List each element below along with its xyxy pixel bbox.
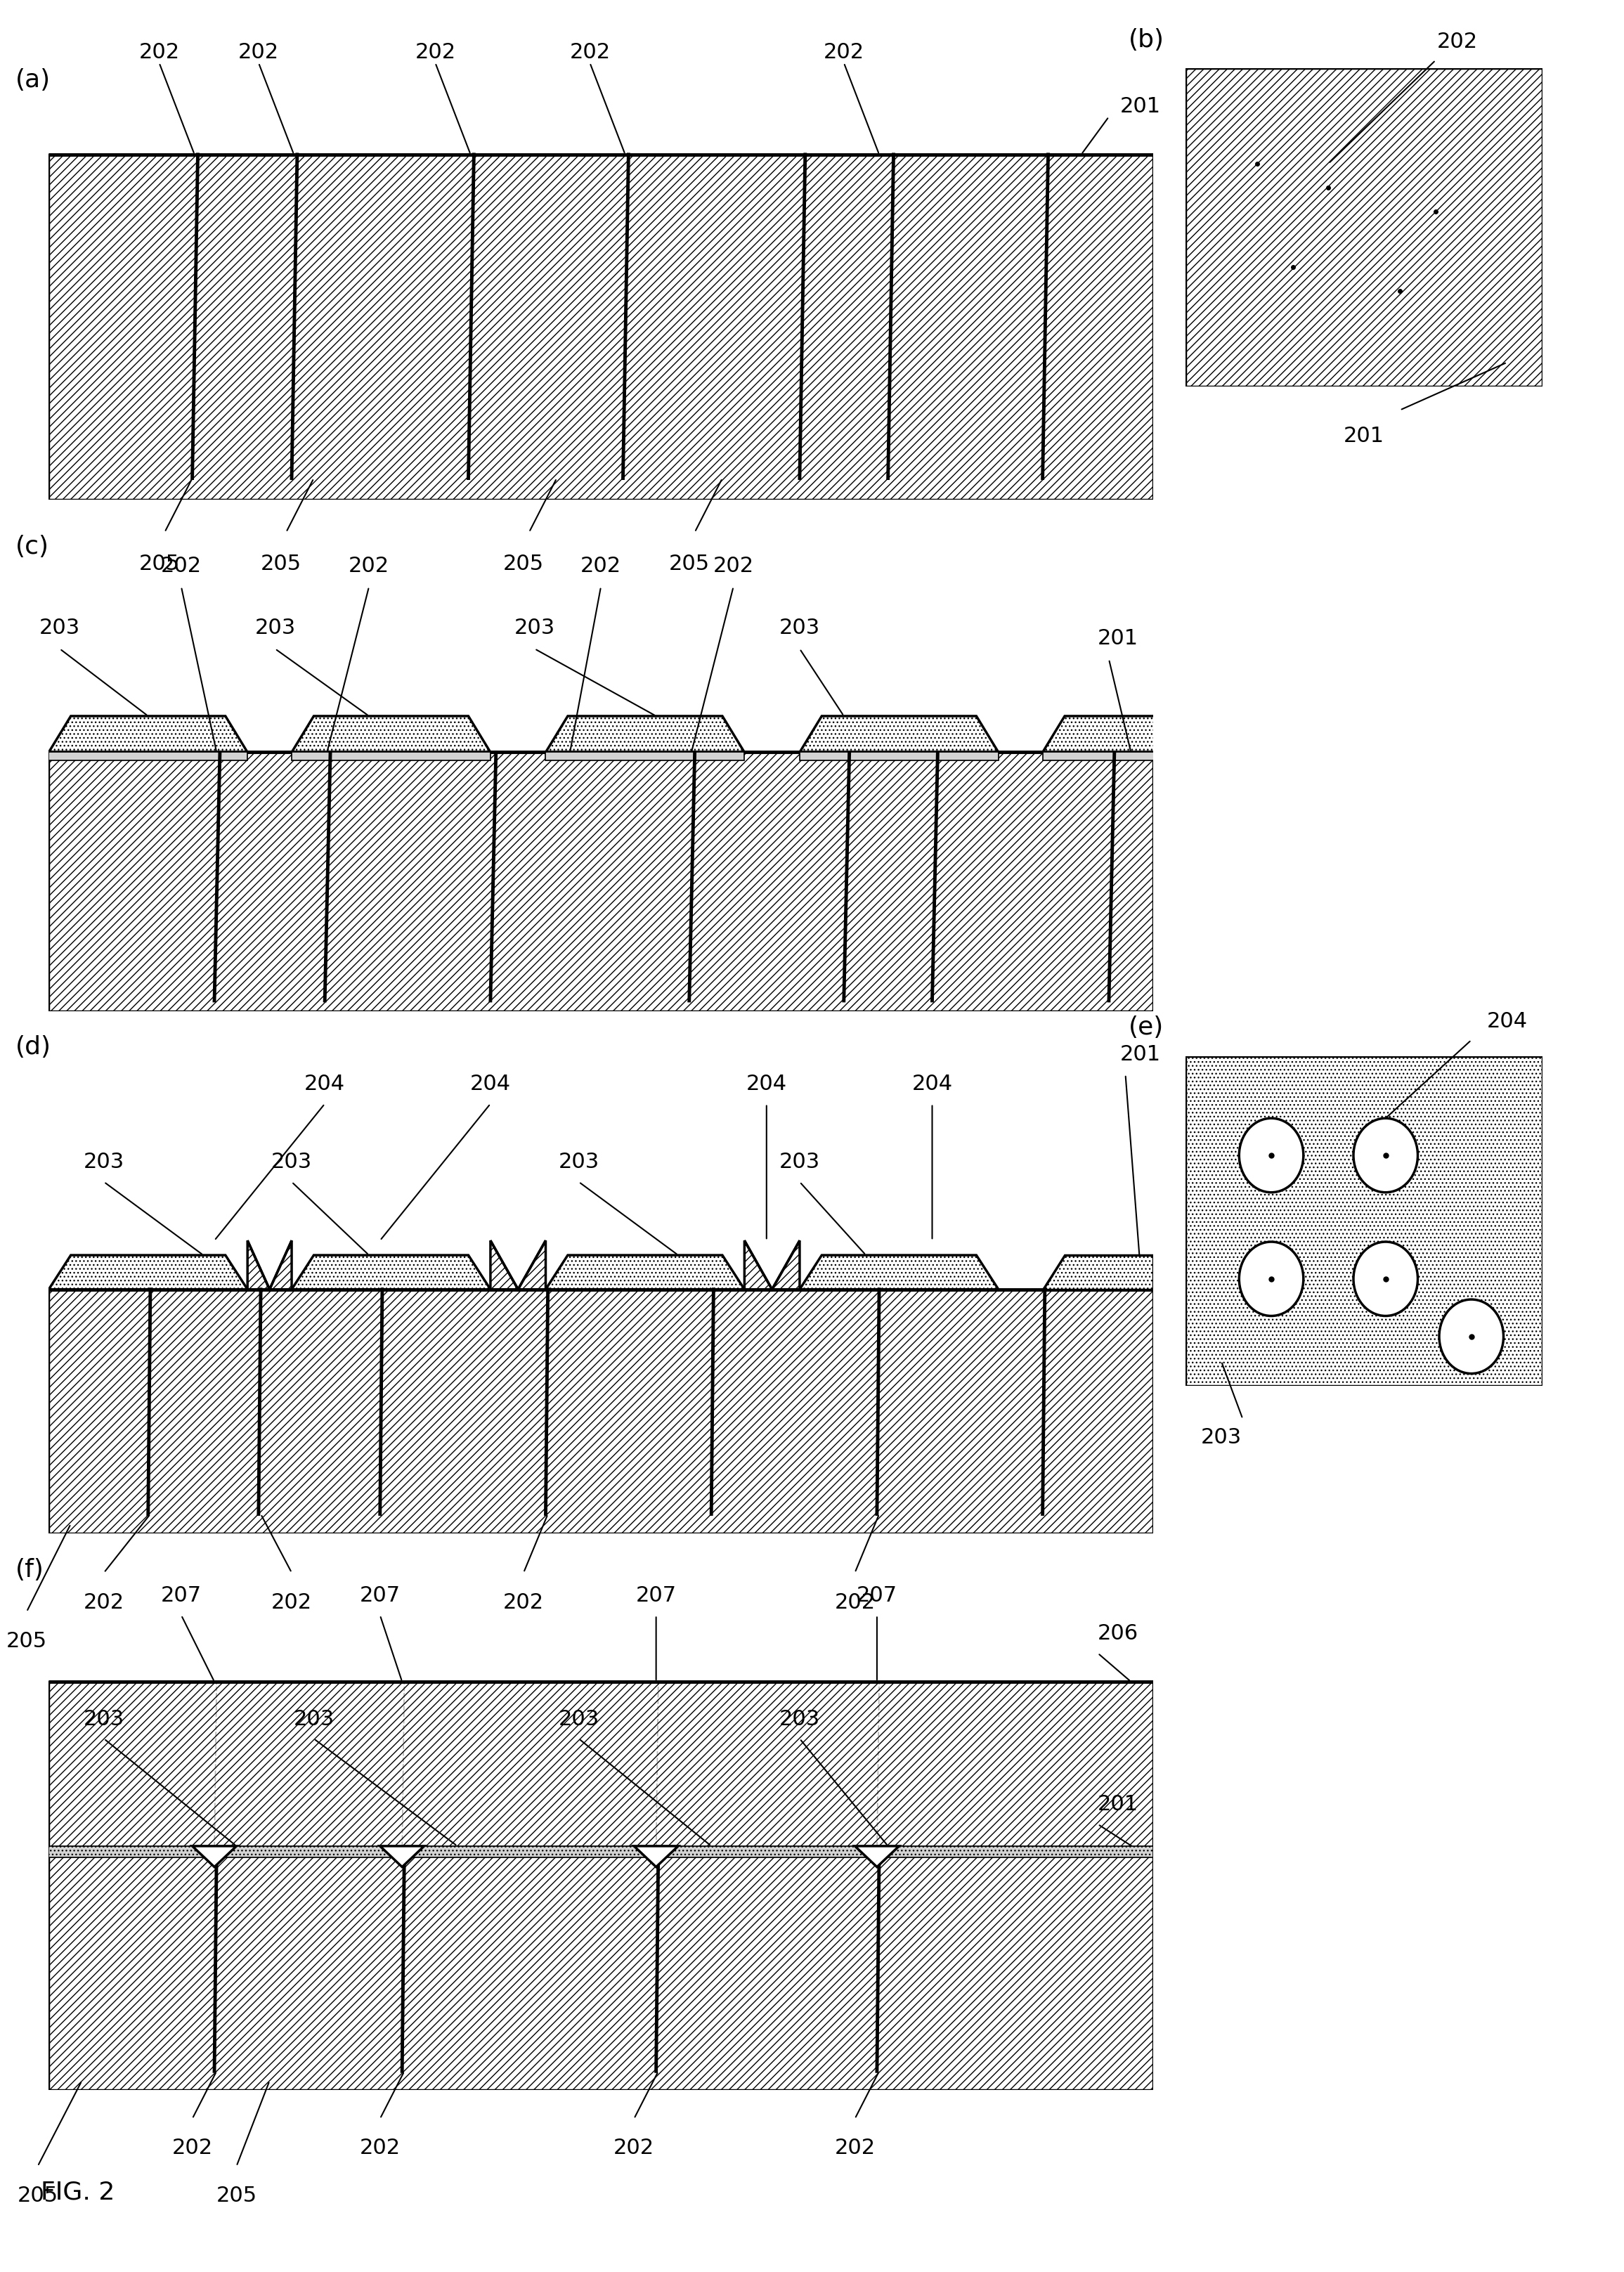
Text: 201: 201 (1098, 1795, 1138, 1815)
Polygon shape (247, 1241, 292, 1288)
Text: 203: 203 (515, 618, 555, 638)
Bar (49, 1852, 1153, 2090)
Text: 203: 203 (1200, 1427, 1242, 1447)
Text: 202: 202 (83, 1593, 125, 1613)
Text: 202: 202 (414, 43, 456, 64)
Text: 203: 203 (559, 1709, 599, 1729)
Text: 203: 203 (780, 1709, 820, 1729)
Text: 203: 203 (294, 1709, 335, 1729)
Polygon shape (799, 1254, 999, 1288)
Text: 202: 202 (161, 557, 201, 577)
Polygon shape (1043, 1254, 1153, 1288)
Text: 203: 203 (255, 618, 296, 638)
Text: 205: 205 (216, 2186, 257, 2206)
Text: 202: 202 (359, 2138, 401, 2158)
Text: 204: 204 (1486, 1011, 1528, 1031)
Text: 205: 205 (669, 554, 710, 575)
Polygon shape (192, 1847, 237, 1868)
Text: 207: 207 (856, 1586, 898, 1606)
Text: 204: 204 (304, 1075, 346, 1093)
Text: (b): (b) (1129, 30, 1164, 52)
Polygon shape (1043, 716, 1241, 752)
Polygon shape (292, 1254, 490, 1288)
Text: 201: 201 (1121, 1045, 1161, 1066)
Text: 201: 201 (1343, 427, 1385, 445)
Bar (49, 1847, 1153, 1858)
Polygon shape (380, 1847, 424, 1868)
Text: 202: 202 (1437, 32, 1478, 52)
Text: 202: 202 (823, 43, 864, 64)
Polygon shape (49, 716, 247, 752)
Text: 207: 207 (635, 1586, 677, 1606)
Bar (49, 1288, 1153, 1534)
Bar (49, 752, 1153, 1011)
Text: 202: 202 (239, 43, 279, 64)
Text: 203: 203 (271, 1152, 312, 1172)
Polygon shape (49, 1254, 247, 1288)
Text: 202: 202 (172, 2138, 213, 2158)
Circle shape (1239, 1243, 1304, 1315)
Text: (e): (e) (1129, 1016, 1164, 1038)
Polygon shape (799, 716, 999, 752)
Text: 203: 203 (39, 618, 80, 638)
Bar (546, 752, 744, 761)
Text: 202: 202 (138, 43, 180, 64)
Polygon shape (744, 1241, 799, 1288)
Text: 203: 203 (559, 1152, 599, 1172)
Text: 205: 205 (260, 554, 300, 575)
Circle shape (1439, 1300, 1504, 1375)
Bar (49, 154, 1153, 500)
Bar (49, 1681, 1153, 1852)
Text: 204: 204 (911, 1075, 953, 1093)
Text: 202: 202 (349, 557, 390, 577)
Circle shape (1353, 1243, 1418, 1315)
Text: 202: 202 (713, 557, 754, 577)
Text: 204: 204 (745, 1075, 788, 1093)
Polygon shape (490, 1241, 546, 1288)
Text: 202: 202 (503, 1593, 544, 1613)
Bar (292, 752, 490, 761)
Polygon shape (546, 1254, 744, 1288)
Text: 202: 202 (835, 2138, 875, 2158)
Text: 203: 203 (83, 1152, 125, 1172)
Bar (1043, 752, 1241, 761)
Polygon shape (546, 716, 744, 752)
Text: 202: 202 (271, 1593, 312, 1613)
Bar (49, 752, 247, 761)
Text: 205: 205 (6, 1631, 47, 1652)
Circle shape (1239, 1118, 1304, 1193)
Text: FIG. 2: FIG. 2 (41, 2181, 115, 2204)
Text: 207: 207 (359, 1586, 401, 1606)
Text: 204: 204 (469, 1075, 512, 1093)
Text: 202: 202 (835, 1593, 875, 1613)
Text: 206: 206 (1098, 1622, 1138, 1643)
Text: 203: 203 (780, 1152, 820, 1172)
Text: 205: 205 (18, 2186, 58, 2206)
Circle shape (1353, 1118, 1418, 1193)
Text: (f): (f) (16, 1559, 44, 1581)
Text: 205: 205 (503, 554, 544, 575)
Polygon shape (854, 1847, 900, 1868)
Text: 202: 202 (570, 43, 611, 64)
Text: 201: 201 (1121, 95, 1161, 116)
Text: (a): (a) (16, 68, 50, 93)
Text: (c): (c) (16, 534, 49, 559)
Text: (d): (d) (16, 1036, 52, 1059)
Text: 203: 203 (83, 1709, 125, 1729)
Text: 202: 202 (580, 557, 622, 577)
Text: 202: 202 (614, 2138, 654, 2158)
Text: 201: 201 (1098, 629, 1138, 650)
Polygon shape (633, 1847, 679, 1868)
Polygon shape (292, 716, 490, 752)
Text: 207: 207 (161, 1586, 201, 1606)
Text: 203: 203 (780, 618, 820, 638)
Text: 205: 205 (138, 554, 180, 575)
Bar (799, 752, 999, 761)
